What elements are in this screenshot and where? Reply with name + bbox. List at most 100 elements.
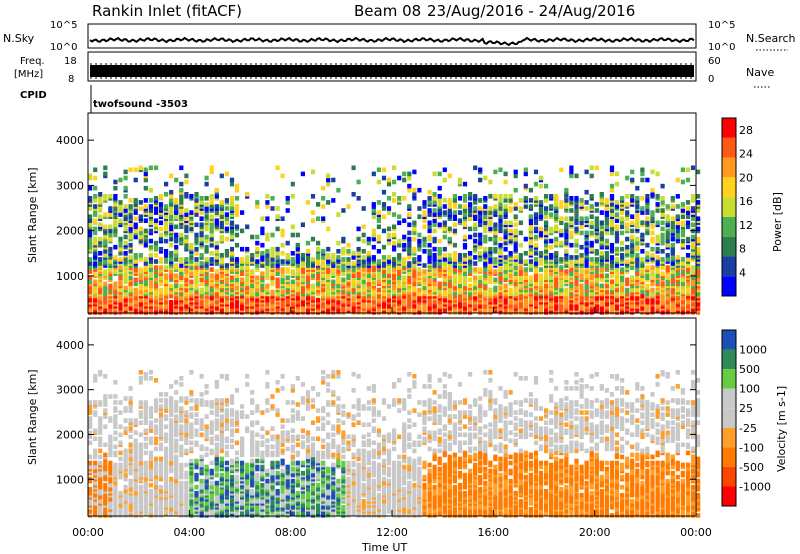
- power-cell: [650, 246, 655, 252]
- power-cell: [508, 273, 513, 278]
- power-cell: [128, 234, 133, 240]
- power-cell: [103, 253, 108, 258]
- power-cell: [685, 167, 691, 173]
- power-cell: [533, 261, 539, 266]
- power-cell: [219, 220, 224, 226]
- power-cell: [179, 263, 184, 268]
- velocity-cell: [143, 442, 148, 448]
- power-cell: [498, 228, 503, 234]
- power-cell: [614, 181, 620, 187]
- power-cell: [599, 283, 604, 289]
- power-cell: [300, 253, 305, 258]
- power-cell: [660, 232, 665, 238]
- power-cell: [381, 167, 387, 173]
- power-colorbar-band: [722, 216, 736, 237]
- power-cell: [341, 277, 346, 283]
- power-cell: [158, 226, 164, 232]
- power-colorbar-band: [722, 276, 736, 296]
- power-cell: [680, 238, 685, 244]
- power-cell: [447, 265, 452, 270]
- power-cell: [655, 246, 660, 252]
- power-cell: [260, 291, 265, 297]
- velocity-cell: [148, 450, 153, 456]
- power-cell: [655, 273, 660, 278]
- power-cell: [204, 249, 209, 254]
- power-cell: [138, 230, 143, 236]
- power-cell: [128, 167, 133, 173]
- power-cell: [300, 222, 305, 228]
- power-cell: [508, 265, 513, 270]
- power-cell: [609, 242, 615, 248]
- power-cell: [285, 253, 290, 258]
- power-cell: [204, 175, 209, 181]
- power-cell: [432, 218, 437, 223]
- power-cell: [255, 204, 260, 209]
- power-cell: [690, 281, 696, 287]
- power-cell: [614, 200, 620, 205]
- freq-panel: Freq. [MHz] 18 8 60 0 Nave: [14, 51, 774, 88]
- power-cell: [118, 204, 123, 209]
- power-cell: [179, 232, 184, 238]
- power-cell: [589, 194, 594, 199]
- power-cell: [108, 232, 113, 238]
- power-cell: [407, 230, 412, 236]
- power-cell: [386, 293, 392, 299]
- power-cell: [305, 283, 311, 289]
- power-cell: [447, 198, 452, 203]
- power-cell: [508, 287, 513, 293]
- power-cell: [336, 269, 341, 274]
- power-cell: [696, 194, 701, 199]
- power-cell: [290, 251, 295, 256]
- power-cell: [675, 214, 680, 219]
- power-cell: [174, 204, 179, 209]
- power-cell: [523, 167, 528, 173]
- power-cell: [229, 177, 235, 183]
- power-cell: [133, 177, 138, 183]
- power-cell: [229, 246, 235, 252]
- power-cell: [270, 246, 275, 252]
- power-cell: [305, 200, 311, 205]
- power-cell: [432, 285, 437, 291]
- power-cell: [93, 185, 98, 191]
- power-cell: [93, 226, 98, 232]
- power-cell: [199, 232, 204, 238]
- power-cell: [331, 279, 336, 285]
- power-cell: [645, 220, 650, 226]
- power-cell: [366, 240, 371, 246]
- power-cell: [412, 269, 417, 274]
- power-cell: [447, 236, 452, 242]
- power-cell: [462, 194, 468, 199]
- velocity-cell: [138, 380, 143, 385]
- power-cell: [675, 177, 680, 183]
- power-cell: [554, 267, 559, 272]
- power-cell: [569, 169, 574, 175]
- power-cell: [422, 269, 427, 274]
- power-cell: [148, 212, 153, 217]
- power-cell: [376, 273, 381, 278]
- power-cell: [169, 242, 174, 248]
- power-cell: [528, 259, 533, 264]
- power-cell: [462, 234, 468, 240]
- power-cell: [640, 167, 645, 173]
- velocity-cell: [103, 398, 108, 403]
- power-cell: [432, 246, 437, 252]
- power-cell: [635, 253, 640, 258]
- power-cell: [341, 236, 346, 242]
- power-cell: [452, 198, 457, 203]
- power-cell: [503, 246, 508, 252]
- power-cell: [113, 255, 118, 260]
- power-cell: [675, 228, 680, 234]
- power-cell: [164, 192, 169, 197]
- power-cell: [148, 220, 153, 226]
- power-cell: [483, 204, 488, 209]
- power-cell: [640, 196, 645, 201]
- power-cell: [604, 255, 609, 260]
- power-cell: [133, 277, 138, 283]
- power-cell: [240, 271, 245, 276]
- power-cell: [148, 208, 153, 213]
- power-cell: [194, 283, 199, 289]
- power-cell: [650, 253, 655, 258]
- power-cell: [457, 283, 463, 289]
- power-cell: [133, 198, 138, 203]
- power-cell: [412, 236, 417, 242]
